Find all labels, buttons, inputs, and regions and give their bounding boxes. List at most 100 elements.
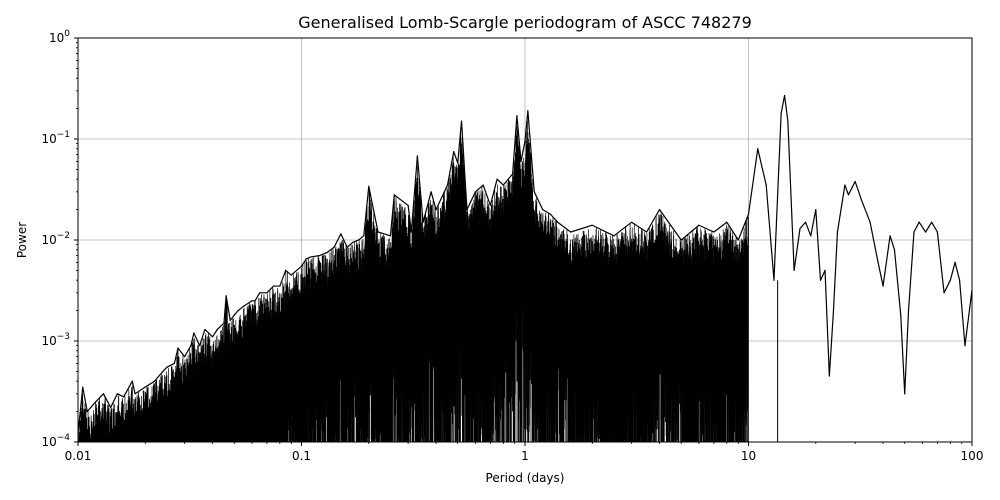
y-tick-label-3: 10−1 [41, 130, 70, 146]
y-tick-label-1: 10−3 [41, 332, 70, 348]
data-point-54 [416, 155, 418, 157]
data-point-91 [765, 184, 767, 186]
data-point-5 [110, 406, 112, 409]
data-point-98 [804, 221, 807, 223]
data-point-17 [190, 345, 192, 347]
data-point-43 [340, 233, 342, 235]
data-point-62 [466, 209, 468, 211]
data-point-7 [123, 396, 125, 398]
data-point-48 [368, 185, 370, 187]
data-point-72 [527, 110, 529, 112]
data-point-69 [516, 115, 518, 117]
data-point-107 [847, 194, 850, 196]
noise-trace [78, 120, 749, 443]
noise-band [78, 120, 749, 443]
data-point-127 [964, 345, 966, 347]
data-point-32 [266, 292, 268, 294]
data-point-18 [193, 332, 195, 334]
data-point-50 [389, 235, 392, 237]
data-point-59 [453, 151, 455, 153]
data-point-35 [285, 269, 287, 271]
data-point-77 [570, 231, 572, 233]
x-tick-label-3: 10 [741, 449, 756, 463]
data-point-88 [737, 239, 739, 241]
data-point-110 [869, 221, 871, 223]
data-point-15 [177, 347, 179, 349]
data-point-14 [173, 362, 176, 365]
data-point-34 [279, 285, 281, 287]
data-point-21 [211, 336, 214, 338]
data-point-101 [819, 279, 822, 281]
data-point-81 [631, 221, 633, 223]
data-point-115 [900, 314, 902, 316]
data-point-124 [949, 279, 951, 281]
data-point-126 [958, 279, 961, 281]
data-point-29 [251, 300, 253, 302]
data-point-113 [889, 235, 891, 237]
data-point-112 [882, 285, 884, 287]
series-layer [77, 94, 973, 442]
data-point-33 [272, 285, 275, 287]
data-point-37 [300, 265, 303, 267]
data-point-56 [430, 191, 432, 193]
chart-title: Generalised Lomb-Scargle periodogram of … [298, 13, 752, 32]
data-point-16 [184, 356, 186, 358]
data-point-24 [225, 295, 227, 297]
data-point-53 [410, 231, 412, 233]
data-point-13 [166, 366, 168, 368]
data-point-63 [474, 191, 477, 193]
data-point-103 [828, 375, 830, 377]
data-point-68 [511, 173, 514, 175]
data-point-92 [773, 279, 775, 281]
data-point-28 [242, 305, 245, 308]
data-point-99 [810, 235, 812, 237]
data-point-86 [713, 231, 715, 233]
data-point-71 [524, 140, 526, 142]
data-point-52 [407, 204, 409, 207]
data-point-66 [496, 178, 498, 180]
x-axis-title: Period (days) [486, 471, 565, 485]
data-point-108 [854, 180, 856, 183]
data-point-25 [229, 319, 231, 321]
data-point-23 [223, 322, 225, 324]
data-point-84 [680, 239, 682, 241]
data-point-65 [489, 204, 491, 207]
data-point-67 [502, 184, 504, 186]
data-point-19 [199, 345, 201, 347]
data-point-96 [793, 269, 795, 271]
data-point-58 [446, 184, 449, 186]
data-point-11 [153, 380, 156, 382]
data-point-117 [907, 310, 910, 312]
data-point-100 [815, 209, 817, 211]
data-point-120 [925, 231, 927, 233]
data-point-27 [237, 310, 239, 312]
data-point-49 [377, 231, 379, 233]
data-point-114 [893, 249, 896, 251]
data-point-20 [204, 328, 206, 331]
data-point-55 [422, 221, 424, 223]
data-point-80 [613, 235, 615, 237]
data-point-42 [333, 246, 335, 248]
data-point-118 [913, 231, 915, 233]
data-point-83 [658, 209, 661, 211]
data-point-125 [954, 261, 956, 264]
data-point-70 [520, 160, 522, 163]
data-point-74 [542, 209, 544, 211]
data-point-60 [457, 162, 459, 164]
data-point-30 [254, 300, 256, 302]
data-point-51 [393, 194, 395, 196]
data-point-41 [326, 252, 328, 254]
y-tick-label-0: 10−4 [41, 433, 70, 449]
data-point-94 [783, 94, 786, 97]
data-point-119 [918, 221, 920, 223]
y-tick-label-4: 100 [49, 29, 70, 45]
data-point-36 [290, 274, 292, 276]
y-tick-label-2: 10−2 [41, 231, 70, 247]
data-point-61 [460, 120, 463, 122]
data-point-40 [318, 255, 320, 257]
data-point-39 [310, 256, 312, 258]
data-point-79 [591, 224, 593, 226]
data-point-31 [259, 292, 261, 294]
data-point-38 [305, 258, 307, 260]
